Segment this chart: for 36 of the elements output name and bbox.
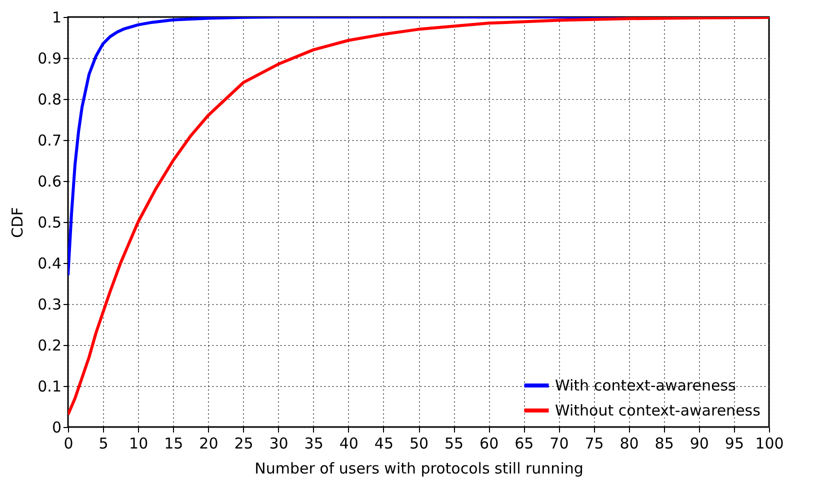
y-tick-label: 0.2 — [38, 336, 62, 354]
y-tick-label: 1 — [52, 8, 62, 26]
x-tick-label: 100 — [755, 434, 784, 452]
y-tick-label: 0.9 — [38, 50, 62, 68]
x-tick-label: 75 — [584, 434, 604, 452]
x-tick-label: 10 — [129, 434, 148, 452]
y-tick-label: 0.7 — [38, 132, 62, 150]
x-tick-label: 15 — [164, 434, 184, 452]
y-tick-label: 0.1 — [38, 378, 62, 396]
x-tick-label: 5 — [98, 434, 108, 452]
x-tick-label: 30 — [269, 434, 288, 452]
x-tick-label: 35 — [304, 434, 324, 452]
x-tick-label: 90 — [690, 434, 709, 452]
y-tick-label: 0.5 — [38, 214, 62, 232]
x-tick-label: 70 — [550, 434, 569, 452]
x-tick-label: 80 — [620, 434, 639, 452]
y-tick-label: 0.6 — [38, 172, 62, 190]
y-tick-label: 0.3 — [38, 296, 62, 314]
x-tick-label: 55 — [444, 434, 464, 452]
legend-label: With context-awareness — [555, 376, 736, 394]
x-tick-label: 65 — [514, 434, 534, 452]
y-tick-label: 0.4 — [38, 254, 62, 272]
x-tick-label: 45 — [374, 434, 394, 452]
y-tick-label: 0.8 — [38, 90, 62, 108]
x-tick-label: 20 — [199, 434, 218, 452]
x-tick-label: 25 — [234, 434, 254, 452]
x-tick-label: 60 — [480, 434, 499, 452]
y-tick-label: 0 — [52, 418, 62, 436]
y-axis-title: CDF — [8, 207, 27, 238]
legend-label: Without context-awareness — [555, 402, 761, 420]
x-tick-label: 95 — [724, 434, 744, 452]
x-axis-title: Number of users with protocols still running — [254, 460, 584, 478]
x-tick-label: 40 — [339, 434, 358, 452]
x-tick-label: 50 — [409, 434, 429, 452]
x-tick-label: 85 — [654, 434, 674, 452]
x-tick-label: 0 — [64, 434, 74, 452]
